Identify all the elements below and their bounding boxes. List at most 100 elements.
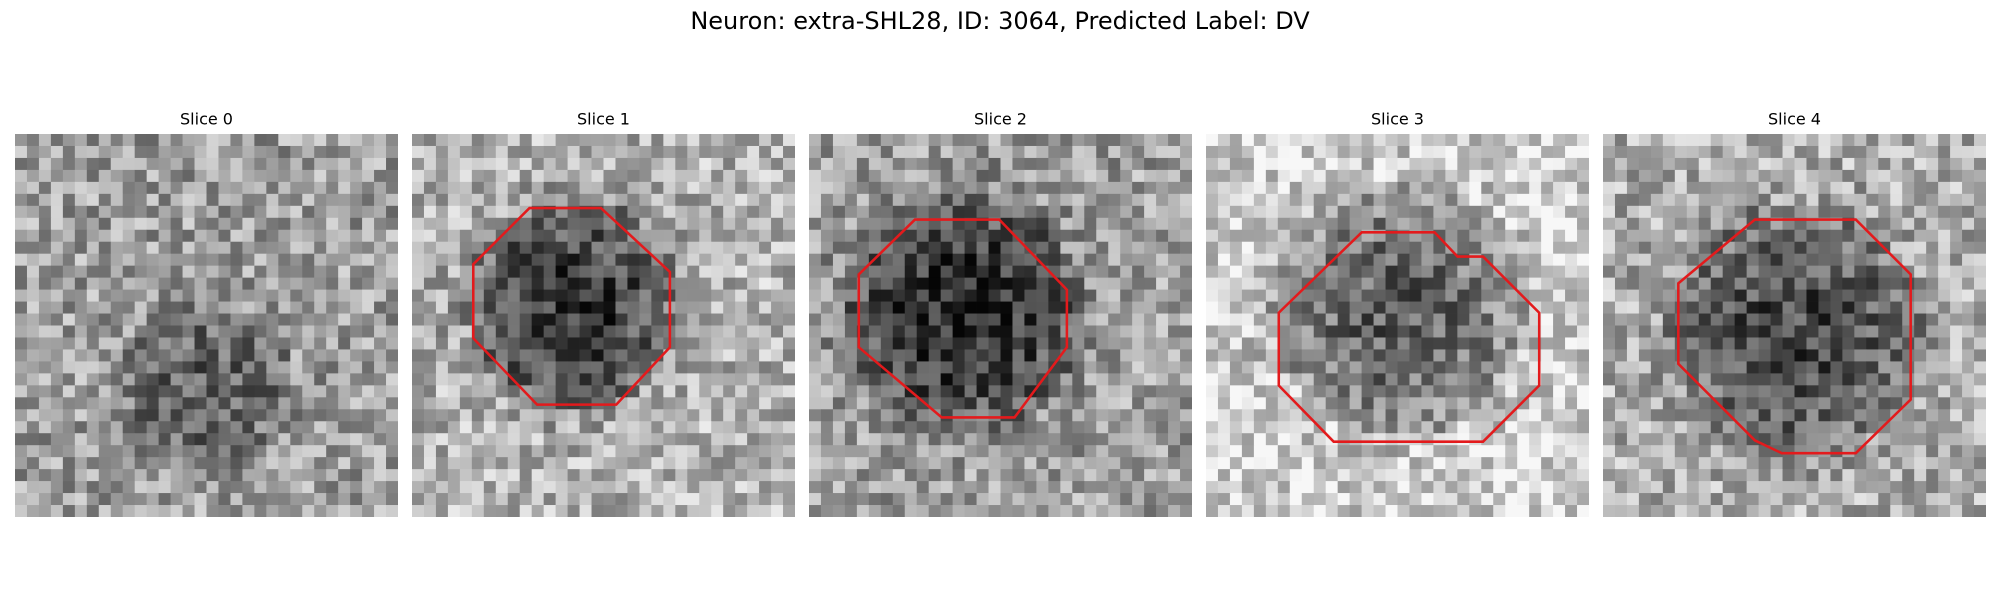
pixel <box>1084 277 1097 290</box>
pixel <box>38 205 52 219</box>
pixel <box>182 445 195 458</box>
pixel <box>1253 313 1267 326</box>
pixel <box>820 265 834 279</box>
pixel <box>543 229 557 243</box>
pixel <box>844 457 858 470</box>
pixel <box>1493 253 1506 267</box>
pixel <box>1253 265 1267 279</box>
pixel <box>338 134 351 147</box>
pixel <box>1217 134 1231 147</box>
pixel <box>98 301 112 314</box>
pixel <box>809 241 822 255</box>
pixel <box>1746 181 1759 195</box>
pixel <box>62 433 76 446</box>
pixel <box>1036 397 1049 410</box>
pixel <box>1541 337 1554 350</box>
pixel <box>603 385 616 398</box>
pixel <box>1638 217 1652 231</box>
pixel <box>699 193 712 207</box>
pixel <box>1168 229 1181 243</box>
pixel <box>747 445 760 458</box>
pixel <box>1000 217 1013 231</box>
pixel <box>1048 361 1061 374</box>
pixel <box>1770 265 1783 279</box>
pixel <box>928 457 942 470</box>
pixel <box>1313 241 1327 255</box>
pixel <box>1662 397 1676 410</box>
pixel <box>290 265 303 279</box>
pixel <box>170 134 183 147</box>
pixel <box>326 277 339 290</box>
pixel <box>1120 325 1133 338</box>
pixel <box>15 385 28 398</box>
pixel <box>1156 337 1169 350</box>
pixel <box>591 457 604 470</box>
pixel <box>50 421 64 434</box>
pixel <box>26 253 40 267</box>
pixel <box>1265 277 1279 290</box>
pixel <box>74 205 88 219</box>
pixel <box>447 421 461 434</box>
pixel <box>1565 493 1578 506</box>
pixel <box>579 409 592 422</box>
pixel <box>1096 241 1109 255</box>
pixel <box>1060 145 1073 159</box>
pixel <box>1397 409 1410 422</box>
pixel <box>892 397 906 410</box>
pixel <box>338 253 351 267</box>
pixel <box>639 277 652 290</box>
pixel <box>471 445 485 458</box>
pixel <box>182 349 195 362</box>
pixel <box>1120 289 1133 302</box>
pixel <box>1349 361 1362 374</box>
pixel <box>1854 301 1867 314</box>
pixel <box>326 337 339 350</box>
pixel <box>952 385 965 398</box>
pixel <box>386 385 398 398</box>
pixel <box>1541 385 1554 398</box>
pixel <box>1770 397 1783 410</box>
pixel <box>1481 373 1494 386</box>
pixel <box>1854 409 1867 422</box>
pixel <box>1890 397 1903 410</box>
pixel <box>1818 241 1831 255</box>
pixel <box>531 289 545 302</box>
pixel <box>507 469 521 482</box>
pixel <box>338 349 351 362</box>
pixel <box>314 349 327 362</box>
pixel <box>134 181 148 195</box>
pixel <box>86 229 100 243</box>
pixel <box>1397 169 1410 183</box>
pixel <box>471 409 485 422</box>
pixel <box>62 409 76 422</box>
pixel <box>735 457 748 470</box>
pixel <box>1493 193 1506 207</box>
pixel <box>1614 325 1628 338</box>
pixel <box>940 253 954 267</box>
pixel <box>1337 385 1351 398</box>
pixel <box>1108 445 1121 458</box>
pixel <box>1397 337 1410 350</box>
pixel <box>783 493 795 506</box>
pixel <box>651 385 664 398</box>
pixel <box>1337 493 1351 506</box>
pixel <box>1385 325 1398 338</box>
pixel <box>362 301 375 314</box>
pixel <box>1517 409 1530 422</box>
pixel <box>844 205 858 219</box>
pixel <box>627 265 640 279</box>
pixel <box>1734 134 1748 147</box>
pixel <box>964 361 977 374</box>
pixel <box>1012 325 1025 338</box>
pixel <box>1914 181 1927 195</box>
pixel <box>266 481 279 494</box>
pixel <box>1325 241 1339 255</box>
pixel <box>1830 421 1843 434</box>
pixel <box>86 157 100 171</box>
pixel <box>412 205 425 219</box>
pixel <box>663 145 676 159</box>
pixel <box>567 457 580 470</box>
pixel <box>374 289 387 302</box>
pixel <box>1662 181 1676 195</box>
pixel <box>1206 361 1219 374</box>
